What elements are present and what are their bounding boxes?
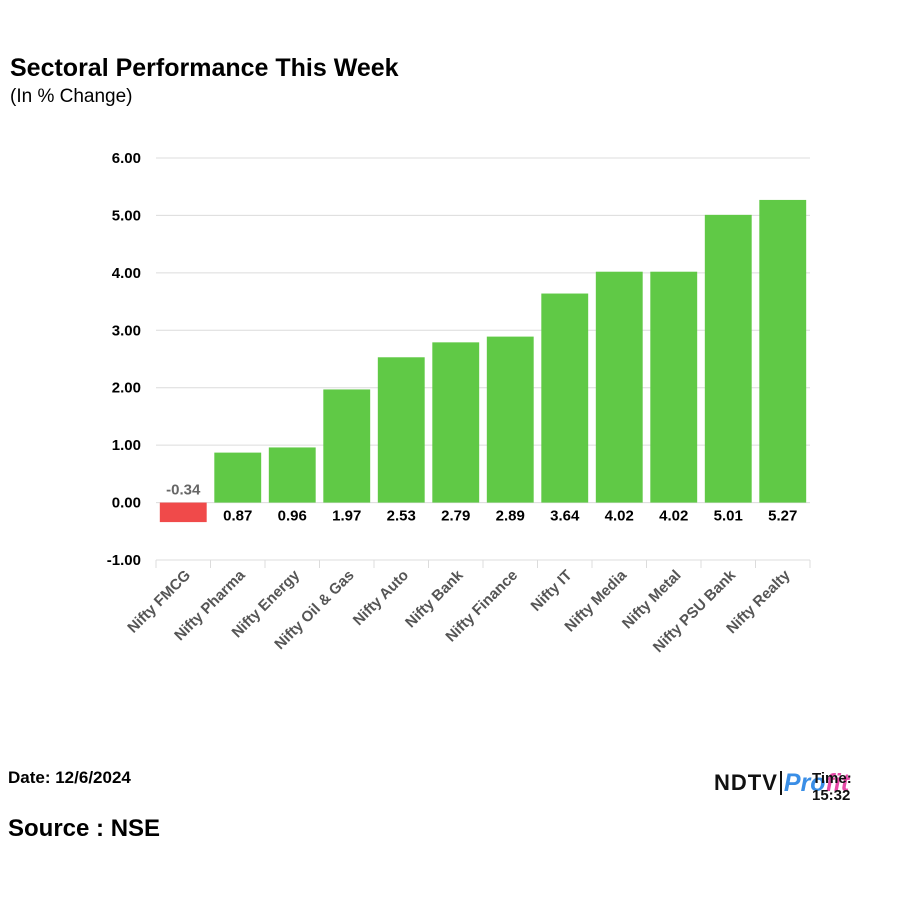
chart-title: Sectoral Performance This Week <box>10 54 399 82</box>
bar <box>486 336 534 503</box>
logo-profit-part-a: Pro <box>783 768 826 797</box>
bar <box>377 357 425 503</box>
data-label: 5.27 <box>768 508 797 525</box>
logo-separator <box>779 771 782 795</box>
bar <box>323 389 371 503</box>
data-label: 4.02 <box>659 508 688 525</box>
logo-ndtv-text: NDTV <box>714 770 778 795</box>
ndtv-profit-logo: NDTV Profit Time: 15:32 <box>714 766 852 805</box>
y-tick-label: 6.00 <box>112 150 141 167</box>
data-label: 5.01 <box>714 508 743 525</box>
bar <box>268 447 316 503</box>
data-label: 1.97 <box>332 508 361 525</box>
bar-chart: -1.00 0.00 1.00 2.00 3.00 4.00 5.00 6.00 -0.34 Ni… <box>107 150 811 656</box>
y-tick-label: 2.00 <box>112 380 141 397</box>
data-label: -0.34 <box>166 482 201 499</box>
data-label: 0.96 <box>278 508 307 525</box>
bar <box>595 271 643 503</box>
data-label: 2.53 <box>387 508 416 525</box>
x-tick-label: Nifty IT <box>528 567 576 615</box>
data-label: 0.87 <box>223 508 252 525</box>
bar <box>650 271 698 503</box>
source-label: Source : NSE <box>8 815 161 842</box>
date-label: Date: 12/6/2024 <box>8 768 131 787</box>
time-overlay: Time: 15:32 <box>812 770 852 804</box>
bar <box>214 452 262 503</box>
y-tick-label: 1.00 <box>112 437 141 454</box>
bar <box>759 199 807 503</box>
chart-subtitle: (In % Change) <box>10 86 133 107</box>
data-label: 2.79 <box>441 508 470 525</box>
y-tick-label: 4.00 <box>112 265 141 282</box>
data-label: 4.02 <box>605 508 634 525</box>
y-tick-label: 3.00 <box>112 322 141 339</box>
bar <box>432 342 480 503</box>
data-label: 3.64 <box>550 508 580 525</box>
bar <box>704 214 752 503</box>
y-tick-label: 5.00 <box>112 207 141 224</box>
logo-profit-part-b: fit <box>825 768 850 797</box>
bar <box>159 502 207 523</box>
y-tick-label: -1.00 <box>107 552 141 569</box>
data-label: 2.89 <box>496 508 525 525</box>
bar <box>541 293 589 503</box>
logo-profit-text: Profit <box>784 769 849 798</box>
y-tick-label: 0.00 <box>112 495 141 512</box>
